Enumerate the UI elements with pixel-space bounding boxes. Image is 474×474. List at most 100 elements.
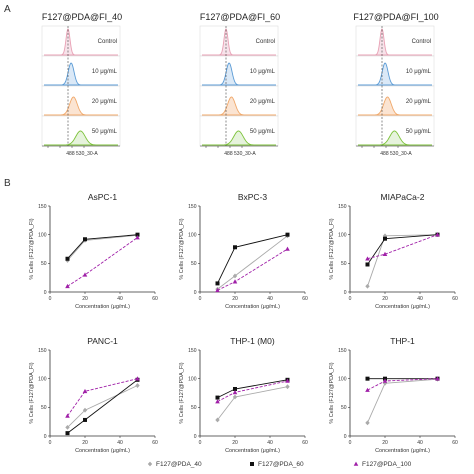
y-tick-label: 150 (38, 204, 47, 210)
y-tick-label: 50 (41, 405, 47, 411)
legend-label: F127@PDA_60 (258, 461, 304, 468)
y-tick-label: 0 (44, 290, 47, 296)
data-point (435, 376, 440, 381)
data-point (365, 262, 370, 267)
data-point (135, 232, 140, 237)
x-tick-label: 20 (82, 440, 88, 446)
legend-entry: F127@PDA_60 (250, 461, 304, 468)
x-tick-label: 20 (382, 440, 388, 446)
legend-entry: F127@PDA_40 (147, 461, 202, 468)
series-line (67, 237, 138, 287)
flow-group-title: F127@PDA@FI_100 (353, 12, 438, 22)
histogram-peak (358, 62, 432, 86)
data-point (285, 232, 290, 237)
flow-group: F127@PDA@FI_40 Control 10 μg/mL 20 μg/mL 50 … (41, 12, 122, 157)
x-tick-label: 40 (417, 440, 423, 446)
histogram-peak (358, 96, 432, 116)
y-tick-label: 0 (344, 290, 347, 296)
flow-axis-label: 488 530_30-A (380, 151, 412, 157)
x-axis-label: Concentration (μg/mL) (375, 448, 430, 454)
histogram-peak (44, 62, 118, 86)
y-tick-label: 0 (194, 290, 197, 296)
data-point (82, 272, 88, 277)
series-line (67, 379, 138, 434)
series-line (217, 380, 288, 402)
data-point (365, 256, 370, 261)
histogram-peak (202, 28, 276, 56)
panel-a-letter: A (4, 4, 11, 15)
data-point (250, 462, 254, 466)
line-chart: THP-1 (M0) 0 50 100 150 0 20 40 60 Concentration … (179, 336, 308, 454)
histogram-row-label: 20 μg/mL (406, 99, 432, 105)
x-tick-label: 40 (267, 440, 273, 446)
x-axis-label: Concentration (μg/mL) (225, 448, 280, 454)
data-point (82, 388, 88, 394)
data-point (215, 395, 220, 400)
flow-group: F127@PDA@FI_60 Control 10 μg/mL 20 μg/mL 50 … (199, 12, 280, 157)
data-point (135, 376, 140, 381)
data-point (215, 281, 220, 286)
histogram-peak (44, 28, 118, 56)
data-point (65, 431, 70, 436)
line-chart: MIAPaCa-2 0 50 100 150 0 20 40 60 Concentration (… (329, 192, 458, 310)
chart-title: THP-1 (M0) (230, 336, 275, 346)
histogram-row-frame (41, 25, 121, 57)
histogram-row-label: 50 μg/mL (406, 129, 432, 135)
histogram-row-label: 50 μg/mL (250, 129, 276, 135)
histogram-peak (202, 96, 276, 116)
x-tick-label: 60 (152, 440, 158, 446)
x-tick-label: 60 (302, 440, 308, 446)
y-tick-label: 50 (191, 405, 197, 411)
y-tick-label: 150 (188, 348, 197, 354)
histogram-peak (358, 130, 432, 146)
x-tick-label: 40 (117, 296, 123, 302)
chart-title: AsPC-1 (88, 192, 118, 202)
histogram-row-label: 20 μg/mL (92, 99, 118, 105)
data-point (365, 283, 370, 289)
histogram-row-frame (199, 85, 279, 117)
y-tick-label: 100 (338, 232, 347, 238)
x-tick-label: 40 (267, 296, 273, 302)
y-tick-label: 0 (44, 434, 47, 440)
line-chart: THP-1 0 50 100 150 0 20 40 60 Concentration (μg/m… (329, 336, 458, 454)
y-tick-label: 0 (194, 434, 197, 440)
histogram-peak (44, 96, 118, 116)
chart-title: PANC-1 (87, 336, 118, 346)
chart-title: MIAPaCa-2 (381, 192, 425, 202)
data-point (135, 235, 140, 240)
data-point (215, 399, 220, 404)
y-tick-label: 100 (38, 376, 47, 382)
x-tick-label: 0 (349, 440, 352, 446)
data-point (382, 378, 388, 383)
data-point (135, 383, 140, 388)
data-point (147, 461, 153, 467)
data-point (82, 407, 88, 413)
y-tick-label: 100 (38, 232, 47, 238)
data-point (353, 461, 359, 466)
y-tick-label: 50 (191, 261, 197, 267)
x-tick-label: 0 (49, 440, 52, 446)
chart-title: BxPC-3 (238, 192, 268, 202)
data-point (232, 279, 238, 284)
data-point (215, 417, 220, 423)
data-point (365, 420, 370, 426)
series-line (67, 378, 138, 417)
histogram-row-label: Control (412, 39, 431, 45)
panel-b-letter: B (4, 178, 11, 189)
histogram-row-frame (41, 55, 121, 87)
x-tick-label: 60 (152, 296, 158, 302)
data-point (83, 417, 87, 422)
line-chart: PANC-1 0 50 100 150 0 20 40 60 Concentration (μg/… (29, 336, 158, 454)
x-tick-label: 60 (302, 296, 308, 302)
data-point (232, 390, 238, 395)
flow-group: F127@PDA@FI_100 Control 10 μg/mL 20 μg/mL 50… (353, 12, 438, 157)
flow-group-title: F127@PDA@FI_40 (42, 12, 122, 22)
y-tick-label: 100 (188, 232, 197, 238)
data-point (435, 232, 440, 237)
data-point (215, 287, 220, 293)
flow-axis-label: 488 530_30-A (224, 151, 256, 157)
x-tick-label: 40 (117, 440, 123, 446)
histogram-row-label: Control (256, 39, 275, 45)
data-point (365, 387, 370, 392)
histogram-row-frame (355, 85, 435, 117)
